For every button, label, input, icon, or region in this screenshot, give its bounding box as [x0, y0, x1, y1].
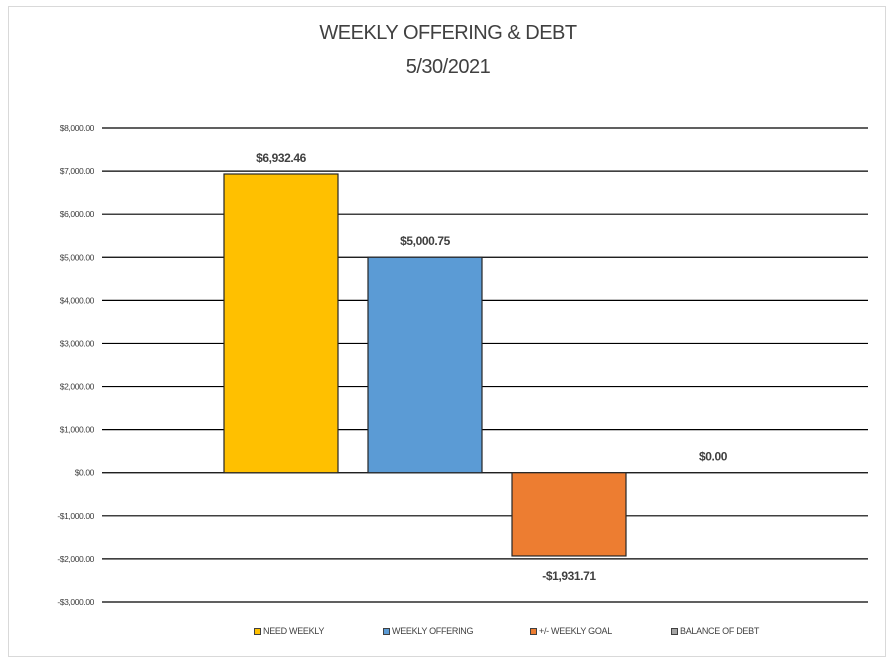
legend-item: WEEKLY OFFERING	[383, 626, 473, 636]
chart-legend: NEED WEEKLY WEEKLY OFFERING +/- WEEKLY GOA…	[0, 626, 896, 642]
y-tick-label: $4,000.00	[60, 295, 95, 305]
legend-swatch	[254, 627, 261, 635]
y-tick-label: $6,000.00	[60, 209, 95, 219]
y-tick-label: -$2,000.00	[57, 554, 94, 564]
data-label: $0.00	[699, 450, 728, 464]
y-tick-label: $0.00	[75, 468, 95, 478]
bar	[367, 256, 483, 474]
y-tick-label: $7,000.00	[60, 166, 95, 176]
chart-subtitle: 5/30/2021	[405, 56, 491, 78]
y-tick-label: $3,000.00	[60, 338, 95, 348]
legend-label: NEED WEEKLY	[263, 626, 325, 636]
data-label: $6,932.46	[256, 151, 307, 165]
bar	[223, 173, 339, 474]
y-tick-label: $8,000.00	[60, 123, 95, 133]
legend-label: BALANCE OF DEBT	[680, 626, 760, 636]
data-label: -$1,931.71	[542, 569, 596, 583]
y-tick-label: -$3,000.00	[57, 597, 94, 607]
data-label: $5,000.75	[400, 234, 451, 248]
legend-label: +/- WEEKLY GOAL	[539, 626, 612, 636]
bar	[511, 472, 627, 557]
legend-swatch	[530, 627, 537, 635]
legend-swatch	[383, 627, 390, 635]
y-tick-label: -$1,000.00	[57, 511, 94, 521]
y-tick-label: $5,000.00	[60, 252, 95, 262]
legend-item: NEED WEEKLY	[254, 626, 324, 636]
chart-title: WEEKLY OFFERING & DEBT	[319, 22, 577, 44]
y-tick-label: $1,000.00	[60, 425, 95, 435]
legend-item: +/- WEEKLY GOAL	[530, 626, 612, 636]
legend-swatch	[671, 627, 678, 635]
y-tick-label: $2,000.00	[60, 382, 95, 392]
legend-label: WEEKLY OFFERING	[392, 626, 474, 636]
legend-item: BALANCE OF DEBT	[671, 626, 759, 636]
